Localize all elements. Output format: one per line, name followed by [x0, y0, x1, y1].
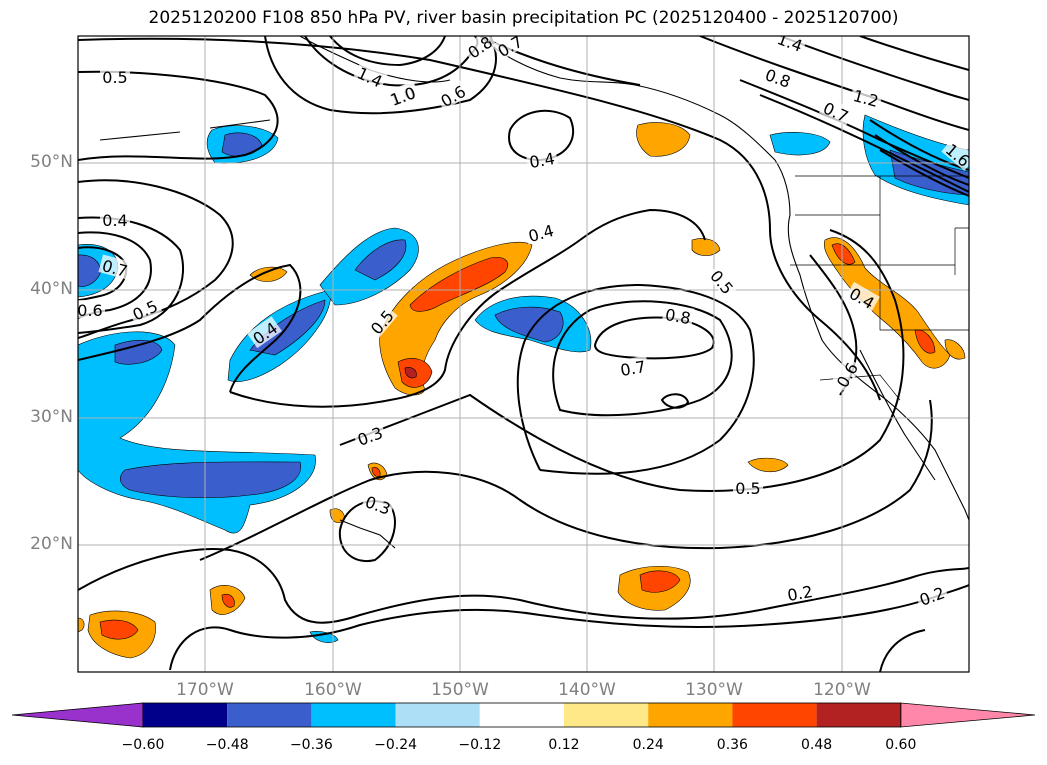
contour-label-bg	[733, 478, 763, 496]
contour-label-bg	[461, 36, 497, 63]
contour-label-bg	[353, 61, 388, 91]
longitude-label: 120°W	[813, 680, 871, 700]
gridlines	[78, 36, 969, 672]
contour-label: 0.2	[786, 582, 814, 605]
plot-frame	[77, 35, 970, 673]
colorbar-segment	[479, 703, 564, 727]
contour-label-bg	[830, 357, 862, 392]
contour-label: 0.4	[102, 211, 127, 230]
latitude-label: 20°N	[30, 534, 73, 554]
colorbar-segment	[311, 703, 396, 727]
contour-label-bg	[845, 281, 880, 313]
contour-label-bg	[661, 303, 695, 327]
contour-label-bg	[525, 147, 559, 171]
colorbar-extend-high	[900, 702, 1036, 728]
longitude-label: 140°W	[558, 680, 616, 700]
contour-label-bg	[100, 67, 130, 85]
contour-label: 0.6	[77, 301, 102, 320]
longitude-label: 130°W	[685, 680, 743, 700]
latitude-label: 40°N	[30, 279, 73, 299]
colorbar-segment	[227, 703, 312, 727]
positive-pc-shading	[78, 122, 966, 659]
colorbar-tick-label: −0.24	[374, 737, 418, 753]
latitude-label: 50°N	[30, 152, 73, 172]
colorbar-segment	[648, 703, 733, 727]
contour-label-bg	[78, 300, 105, 318]
colorbar-frame	[142, 702, 902, 728]
contour-label-bg	[819, 96, 854, 126]
colorbar-extend-low	[11, 702, 144, 728]
colorbar-tick-label: 0.12	[548, 737, 580, 753]
contour-label-bg	[435, 79, 470, 111]
contour-label-bg	[352, 421, 387, 449]
contour-label-bg	[914, 581, 949, 609]
colorbar-tick-label: −0.12	[458, 737, 502, 753]
contour-label-bg	[706, 264, 740, 299]
contour-label-bg	[849, 84, 884, 110]
contour-label-bg	[98, 254, 133, 280]
contour-label: 0.5	[102, 68, 127, 87]
colorbar-segment	[395, 703, 480, 727]
contour-label-bg	[246, 316, 282, 349]
contour-label: 0.7	[619, 357, 647, 380]
colorbar-segment	[143, 703, 228, 727]
map-title: 2025120200 F108 850 hPa PV, river basin …	[148, 8, 899, 28]
contour-label: 0.5	[735, 479, 760, 498]
contour-label-bg	[616, 355, 650, 379]
contour-label-bg	[492, 36, 527, 61]
colorbar	[11, 702, 1036, 728]
contour-label-bg	[761, 63, 796, 91]
colorbar-tick-label: 0.36	[716, 737, 748, 753]
colorbar-tick-label: −0.48	[205, 737, 249, 753]
colorbar-tick-label: −0.60	[121, 737, 165, 753]
contour-label-bg	[127, 294, 162, 324]
contour-label-bg	[773, 36, 808, 55]
longitude-label: 160°W	[304, 680, 362, 700]
colorbar-segment	[732, 703, 817, 727]
contour-label-bg	[523, 219, 558, 245]
contour-label-bg	[361, 490, 396, 518]
colorbar-segment	[564, 703, 649, 727]
contour-label: 0.8	[664, 305, 692, 328]
latitude-label: 30°N	[30, 407, 73, 427]
colorbar-tick-label: 0.48	[801, 737, 833, 753]
colorbar-tick-label: 0.24	[632, 737, 664, 753]
contour-label-bg	[783, 580, 817, 604]
contour-label-bg	[941, 137, 969, 171]
contour-label-bg	[364, 304, 398, 339]
contour-label-bg	[100, 210, 130, 228]
colorbar-tick-label: 0.60	[885, 737, 917, 753]
longitude-label: 150°W	[431, 680, 489, 700]
contour-label-bg	[385, 81, 420, 109]
colorbar-segment	[816, 703, 901, 727]
longitude-label: 170°W	[176, 680, 234, 700]
colorbar-tick-label: −0.36	[289, 737, 333, 753]
contour-label: 0.4	[528, 149, 556, 172]
